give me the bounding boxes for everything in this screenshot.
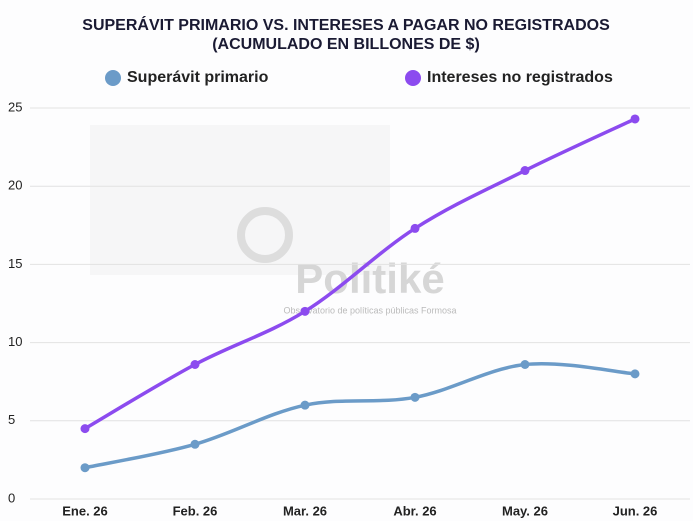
y-tick-label: 0 bbox=[8, 490, 15, 505]
watermark-logo bbox=[237, 207, 293, 263]
data-point bbox=[80, 424, 90, 434]
legend-label: Intereses no registrados bbox=[427, 69, 613, 86]
chart-title: SUPERÁVIT PRIMARIO VS. INTERESES A PAGAR… bbox=[82, 15, 610, 34]
data-point bbox=[410, 223, 420, 233]
y-tick-label: 5 bbox=[8, 412, 15, 427]
legend-label: Superávit primario bbox=[127, 69, 269, 86]
x-tick-label: Mar. 26 bbox=[283, 503, 327, 518]
y-tick-label: 15 bbox=[8, 256, 22, 271]
data-point bbox=[190, 359, 200, 369]
series-line bbox=[84, 117, 636, 431]
y-tick-label: 25 bbox=[8, 99, 22, 114]
y-tick-label: 20 bbox=[8, 178, 22, 193]
data-point bbox=[300, 306, 310, 316]
chart-subtitle: (ACUMULADO EN BILLONES DE $) bbox=[212, 36, 480, 53]
x-tick-label: Feb. 26 bbox=[173, 503, 218, 518]
x-tick-label: Ene. 26 bbox=[62, 503, 108, 518]
legend-marker bbox=[105, 70, 121, 86]
series-line bbox=[84, 362, 636, 470]
data-point bbox=[410, 392, 420, 402]
x-tick-label: Abr. 26 bbox=[393, 503, 436, 518]
legend-marker bbox=[405, 70, 421, 86]
data-point bbox=[80, 463, 90, 473]
x-tick-label: May. 26 bbox=[502, 503, 548, 518]
y-tick-label: 10 bbox=[8, 334, 22, 349]
data-point bbox=[520, 359, 530, 369]
data-point bbox=[520, 166, 530, 176]
data-point bbox=[630, 369, 640, 379]
data-point bbox=[300, 400, 310, 410]
background-image bbox=[90, 125, 390, 275]
x-tick-label: Jun. 26 bbox=[613, 503, 658, 518]
data-point bbox=[190, 439, 200, 449]
data-point bbox=[630, 114, 640, 124]
watermark-subtitle: Observatorio de políticas públicas Formo… bbox=[283, 305, 456, 315]
